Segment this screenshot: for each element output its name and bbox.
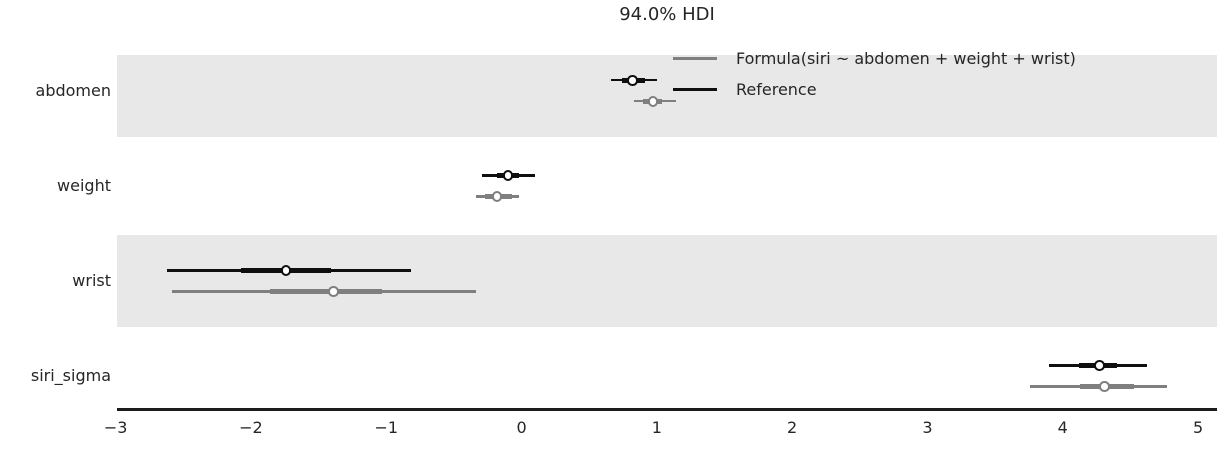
point-estimate-marker	[1099, 381, 1110, 392]
x-tick-label: 1	[651, 418, 662, 437]
x-tick-label: 3	[922, 418, 933, 437]
x-tick-label: 5	[1192, 418, 1204, 437]
legend-label: Reference	[736, 79, 817, 99]
x-tick-label: −3	[103, 418, 128, 437]
legend-line-swatch	[673, 88, 717, 91]
y-axis-label: abdomen	[35, 80, 111, 100]
quartile-bar	[269, 289, 383, 295]
row-band	[117, 55, 1217, 137]
point-estimate-marker	[502, 170, 514, 181]
plot-title: 94.0% HDI	[619, 4, 715, 25]
legend-label: Formula(siri ~ abdomen + weight + wrist)	[736, 48, 1076, 68]
y-axis-label: wrist	[72, 271, 111, 291]
point-estimate-marker	[491, 191, 503, 202]
point-estimate-marker	[328, 286, 339, 297]
x-tick-label: 4	[1057, 418, 1068, 437]
x-tick-label: 0	[516, 418, 527, 437]
x-axis-spine	[117, 408, 1217, 411]
row-band	[117, 234, 1217, 328]
point-estimate-marker	[280, 265, 292, 276]
x-tick-label: 2	[787, 418, 798, 437]
x-tick-label: −2	[239, 418, 263, 437]
x-tick-label: −1	[374, 418, 399, 437]
legend-line-swatch	[673, 57, 717, 60]
point-estimate-marker	[1094, 360, 1105, 371]
point-estimate-marker	[627, 75, 638, 86]
y-axis-label: siri_sigma	[30, 366, 111, 386]
point-estimate-marker	[647, 96, 659, 107]
y-axis-label: weight	[57, 175, 111, 195]
